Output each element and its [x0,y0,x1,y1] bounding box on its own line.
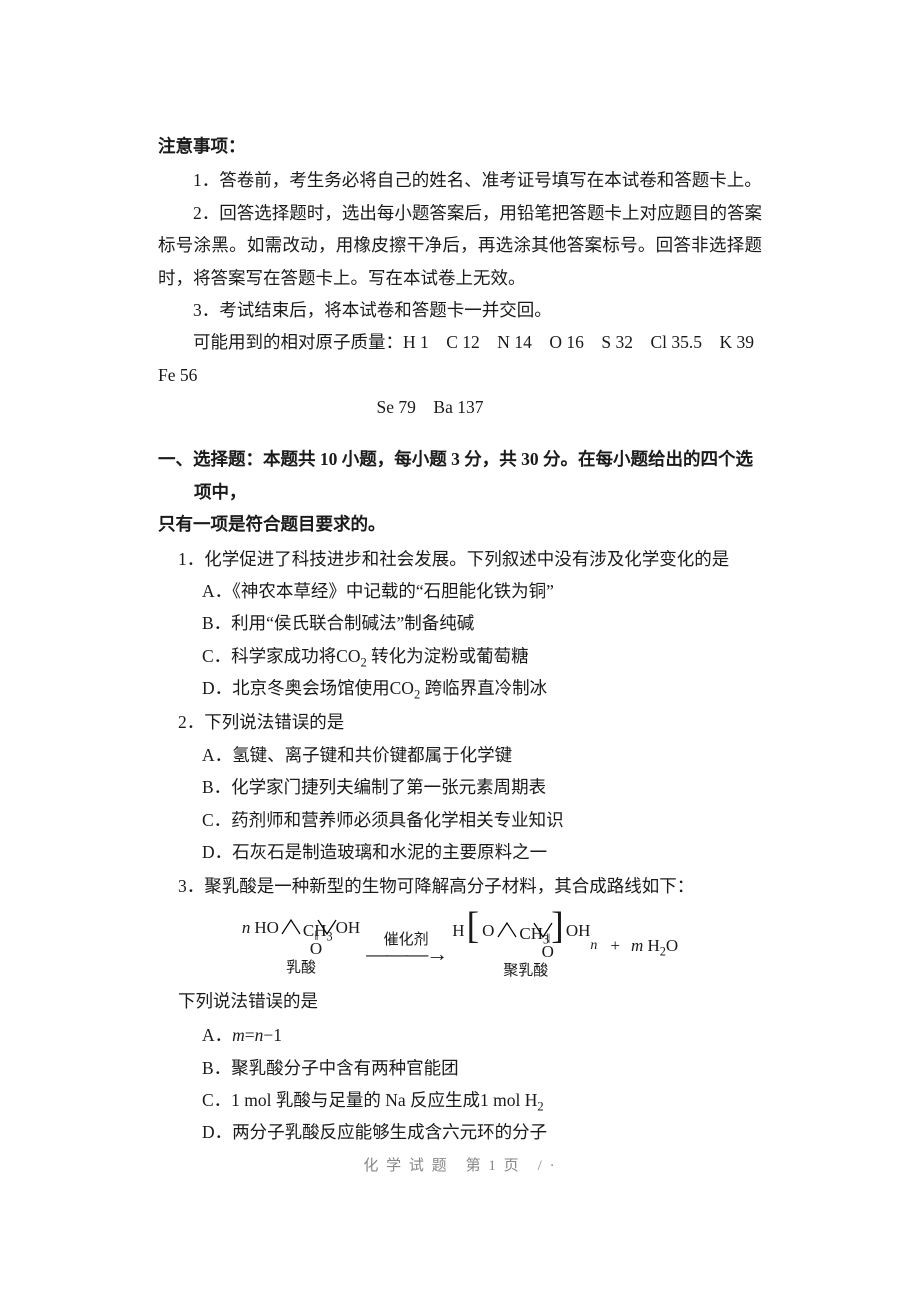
reactant-molecule: n HO CH3 OH ‖ O 乳酸 [242,916,360,976]
atomic-mass-line-1: 可能用到的相对原子质量：H 1 C 12 N 14 O 16 S 32 Cl 3… [158,326,762,391]
reactant-name: 乳酸 [286,961,316,976]
byproduct: m H2O [631,937,678,954]
q1-option-B: B．利用“侯氏联合制碱法”制备纯碱 [178,607,762,639]
q2-option-B: B．化学家门捷列夫编制了第一张元素周期表 [178,771,762,803]
byproduct-coeff: m [631,936,643,955]
q2-option-A: A．氢键、离子键和共价键都属于化学键 [178,739,762,771]
q1-D-pre: D．北京冬奥会场馆使用CO [202,678,414,698]
q3-options: A．m=n−1 B．聚乳酸分子中含有两种官能团 C．1 mol 乳酸与足量的 N… [158,1019,762,1149]
product-OH: OH [566,922,591,939]
q2-option-D: D．石灰石是制造玻璃和水泥的主要原料之一 [178,836,762,868]
bond-angle-left [281,916,301,936]
plus-sign: + [610,937,620,954]
q3-A-pre: A． [202,1025,232,1045]
product-angle-left [497,919,517,939]
q1-option-C: C．科学家成功将CO2 转化为淀粉或葡萄糖 [178,640,762,672]
section-title: 一、选择题：本题共 10 小题，每小题 3 分，共 30 分。在每小题给出的四个… [158,443,762,540]
bracket-right-icon: ] [551,913,564,940]
byproduct-H: H [643,936,660,955]
question-3: 3．聚乳酸是一种新型的生物可降解高分子材料，其合成路线如下： [158,870,762,902]
q3-post: 下列说法错误的是 [158,985,762,1017]
q1-option-D: D．北京冬奥会场馆使用CO2 跨临界直冷制冰 [178,672,762,704]
bond-angle-right [317,916,337,936]
q2-stem: 2．下列说法错误的是 [178,706,762,738]
reactant-left: HO [254,919,279,936]
q3-option-A: A．m=n−1 [178,1019,762,1051]
byproduct-O: O [666,936,678,955]
bracket-left-icon: [ [466,913,479,940]
q3-C-pre: C．1 mol 乳酸与足量的 Na 反应生成1 mol H [202,1090,537,1110]
reaction-arrow: 催化剂 ———→ [366,933,446,959]
q3-A-m: m [232,1025,245,1045]
product-name: 聚乳酸 [503,964,548,979]
instruction-3: 3．考试结束后，将本试卷和答题卡一并交回。 [158,294,762,326]
q3-stem: 3．聚乳酸是一种新型的生物可降解高分子材料，其合成路线如下： [178,870,762,902]
q3-option-D: D．两分子乳酸反应能够生成含六元环的分子 [178,1116,762,1148]
q1-stem: 1．化学促进了科技进步和社会发展。下列叙述中没有涉及化学变化的是 [178,543,762,575]
instruction-2: 2．回答选择题时，选出每小题答案后，用铅笔把答题卡上对应题目的答案标号涂黑。如需… [158,197,762,294]
reactant-right: OH [336,919,361,936]
product-O-link: O [482,922,494,939]
q3-C-sub: 2 [537,1099,543,1113]
q2-option-C: C．药剂师和营养师必须具备化学相关专业知识 [178,804,762,836]
product-angle-right [533,919,553,939]
page-footer: 化 学 试 题 第 1 页 / · [158,1153,762,1181]
section-title-line2: 只有一项是符合题目要求的。 [194,508,762,540]
question-2: 2．下列说法错误的是 A．氢键、离子键和共价键都属于化学键 B．化学家门捷列夫编… [158,706,762,868]
reaction-scheme: n HO CH3 OH ‖ O 乳酸 [158,913,762,979]
q1-C-pre: C．科学家成功将CO [202,646,360,666]
q1-option-A: A．《神农本草经》中记载的“石胆能化铁为铜” [178,575,762,607]
reactant-coeff: n [242,919,251,936]
q3-A-eq: = [245,1025,255,1045]
q3-A-tail: −1 [263,1025,282,1045]
product-molecule: H [ O CH3 ] OH n ‖ [452,913,599,979]
question-1: 1．化学促进了科技进步和社会发展。下列叙述中没有涉及化学变化的是 A．《神农本草… [158,543,762,705]
reactant-O: O [310,940,322,957]
section-title-line1: 一、选择题：本题共 10 小题，每小题 3 分，共 30 分。在每小题给出的四个… [158,449,753,501]
q1-D-post: 跨临界直冷制冰 [420,678,547,698]
q3-option-C: C．1 mol 乳酸与足量的 Na 反应生成1 mol H2 [178,1084,762,1116]
product-H: H [452,922,464,939]
repeat-n: n [590,939,597,953]
arrow-icon: ———→ [366,948,446,959]
instruction-1: 1．答卷前，考生务必将自己的姓名、准考证号填写在本试卷和答题卡上。 [158,164,762,196]
notice-heading: 注意事项： [158,130,762,162]
atomic-mass-line-2: Se 79 Ba 137 [158,391,762,423]
q3-option-B: B．聚乳酸分子中含有两种官能团 [178,1052,762,1084]
q1-C-post: 转化为淀粉或葡萄糖 [367,646,529,666]
